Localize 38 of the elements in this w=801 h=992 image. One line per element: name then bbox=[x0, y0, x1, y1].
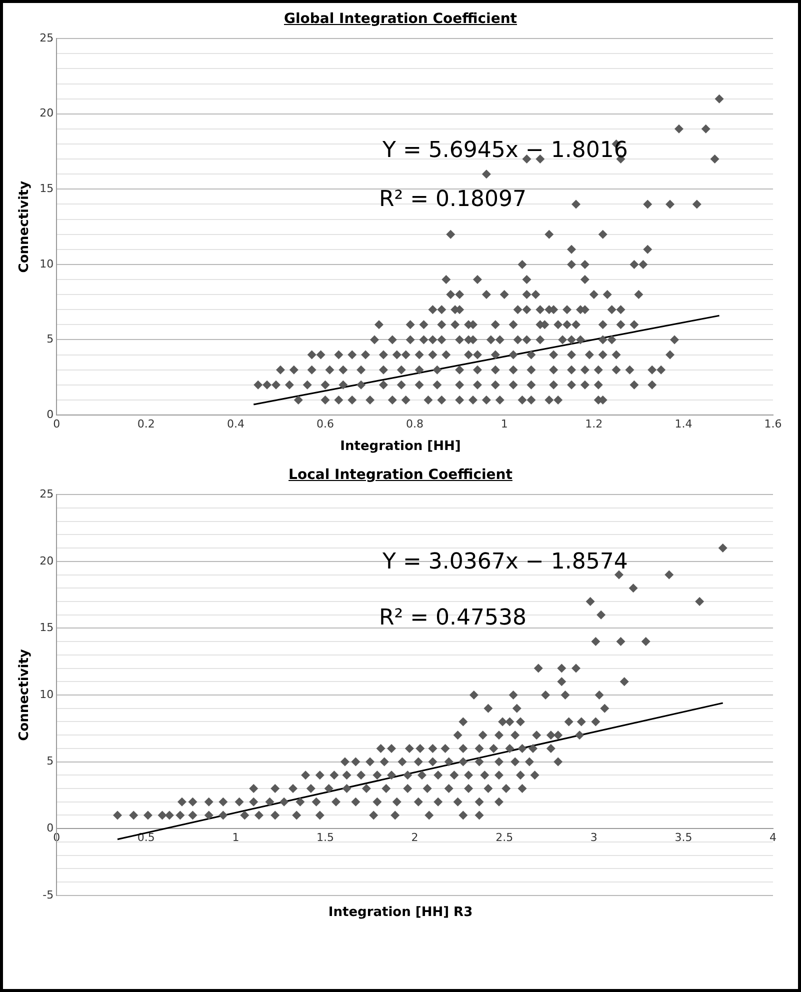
y-tick-label: 25 bbox=[40, 487, 54, 500]
y-tick-label: 10 bbox=[40, 257, 54, 270]
x-tick-label: 2 bbox=[411, 831, 418, 844]
x-tick-label: 3 bbox=[590, 831, 598, 844]
x-tick-label: 0.4 bbox=[226, 417, 244, 430]
x-tick-label: 1.6 bbox=[764, 417, 782, 430]
y-tick-label: 15 bbox=[40, 182, 54, 196]
x-tick-label: 1.2 bbox=[585, 417, 603, 430]
x-tick-label: 3.5 bbox=[674, 831, 692, 844]
x-tick-label: 0.2 bbox=[137, 417, 155, 430]
annotation: Y = 3.0367x − 1.8574 bbox=[382, 549, 628, 574]
y-tick-label: 15 bbox=[40, 621, 54, 634]
y-tick-label: 25 bbox=[40, 31, 54, 44]
x-tick-label: 2.5 bbox=[496, 831, 514, 844]
x-tick-label: 4 bbox=[770, 831, 776, 844]
x-tick-label: 0.6 bbox=[316, 417, 334, 430]
y-tick-label: 10 bbox=[40, 688, 54, 701]
y-tick-label: 5 bbox=[46, 332, 54, 346]
y-tick-label: 0 bbox=[46, 821, 54, 834]
annotation: R² = 0.47538 bbox=[378, 606, 526, 631]
x-tick-label: 1.5 bbox=[316, 831, 334, 844]
annotation: R² = 0.18097 bbox=[378, 187, 526, 212]
x-tick-label: 0.8 bbox=[406, 417, 424, 430]
x-axis-title: Integration [HH] R3 bbox=[327, 905, 474, 922]
chart-title: Global Integration Coefficient bbox=[283, 11, 518, 29]
x-tick-label: 1 bbox=[232, 831, 240, 844]
x-tick-label: 1.4 bbox=[674, 417, 692, 430]
y-axis-title: Connectivity bbox=[17, 180, 32, 273]
x-axis-title: Integration [HH] bbox=[339, 439, 462, 456]
y-tick-label: 0 bbox=[46, 408, 54, 421]
y-tick-label: -5 bbox=[42, 888, 54, 902]
y-tick-label: 5 bbox=[46, 754, 54, 768]
annotation: Y = 5.6945x − 1.8016 bbox=[382, 138, 628, 164]
y-tick-label: 20 bbox=[40, 554, 54, 568]
y-tick-label: 20 bbox=[40, 106, 54, 120]
y-axis-title: Connectivity bbox=[17, 648, 32, 741]
x-tick-label: 1 bbox=[500, 417, 508, 430]
chart-title: Local Integration Coefficient bbox=[288, 467, 514, 485]
